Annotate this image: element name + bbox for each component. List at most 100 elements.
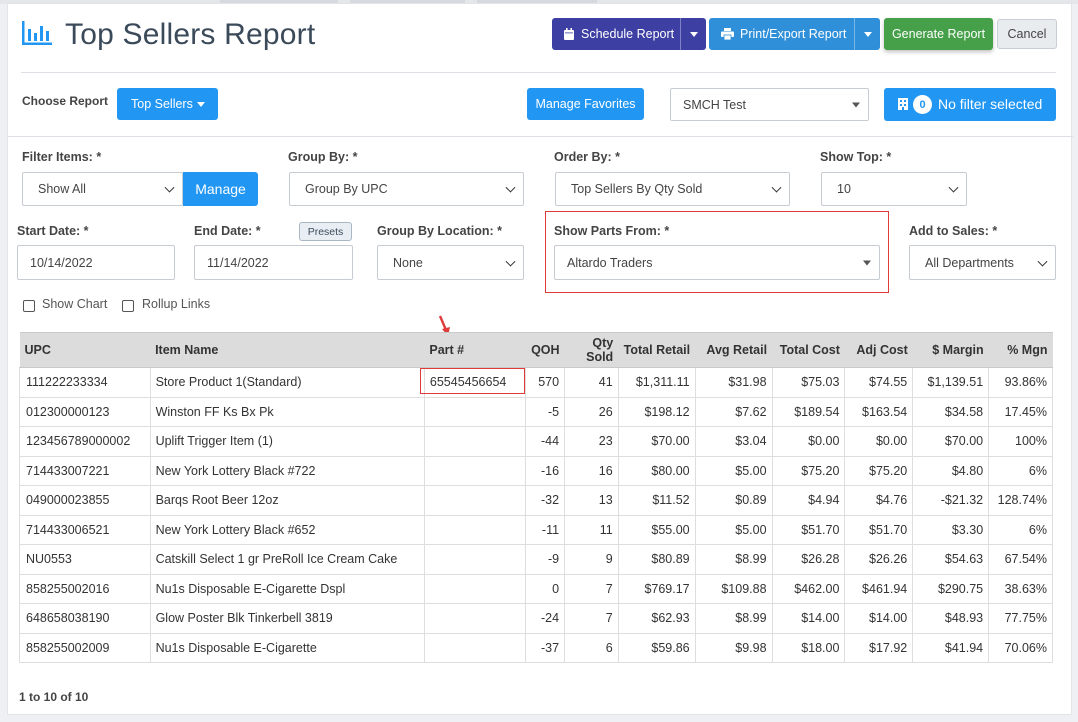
column-header[interactable]: Adj Cost [844,332,913,368]
table-cell: 6% [988,455,1053,486]
column-header[interactable]: Part # [424,332,526,368]
table-cell: $34.58 [912,396,990,427]
filter-status-label: No filter selected [938,96,1043,112]
filter-status-button[interactable]: 0 No filter selected [884,88,1056,121]
end-date-input[interactable]: 11/14/2022 [194,245,353,280]
tab-segment [350,0,465,4]
manage-favorites-button[interactable]: Manage Favorites [527,88,644,120]
generate-report-button[interactable]: Generate Report [884,18,993,50]
table-cell: -11 [525,514,566,545]
show-top-select[interactable]: 10 [821,172,967,206]
chevron-down-icon [505,256,516,267]
table-cell: $163.54 [844,396,914,427]
filter-items-label: Filter Items: * [22,150,102,164]
browser-tab-strip [0,0,1078,4]
top-sellers-dropdown[interactable]: Top Sellers [117,88,218,120]
table-cell [423,426,527,457]
table-cell: Uplift Trigger Item (1) [149,426,425,457]
divider [8,136,1073,137]
column-header[interactable]: QOH [525,332,565,368]
column-header[interactable]: Total Retail [618,332,696,368]
table-cell: $26.28 [771,544,846,575]
table-cell [423,485,527,516]
print-export-dropdown-toggle[interactable] [854,18,880,50]
choose-report-label: Choose Report [22,94,109,108]
table-cell: 128.74% [988,485,1053,516]
group-by-select[interactable]: Group By UPC [289,172,524,206]
store-select[interactable]: SMCH Test [670,88,869,121]
table-cell: $8.99 [694,544,773,575]
table-cell: 100% [988,426,1053,457]
table-cell: 26 [564,396,619,427]
show-top-value: 10 [837,182,851,196]
table-row[interactable]: 714433006521 New York Lottery Black #652 -… [19,514,1053,545]
table-row[interactable]: 858255002016 Nu1s Disposable E-Cigarette … [19,573,1053,604]
table-cell: 65545456654 [423,367,527,398]
divider [21,72,1056,73]
table-cell: $109.88 [694,573,773,604]
chevron-down-icon [505,182,516,193]
start-date-value: 10/14/2022 [30,255,93,270]
column-header[interactable]: Total Cost [772,332,845,368]
table-row[interactable]: 648658038190 Glow Poster Blk Tinkerbell 3… [19,603,1053,634]
store-select-value: SMCH Test [683,97,746,112]
filter-items-select[interactable]: Show All [22,172,183,206]
column-header[interactable]: UPC [19,332,151,368]
pagination-summary: 1 to 10 of 10 [19,690,89,704]
table-cell: New York Lottery Black #652 [149,514,425,545]
table-cell: $5.00 [694,514,773,545]
end-date-value: 11/14/2022 [207,255,269,270]
table-cell: 049000023855 [19,485,151,516]
manage-filter-button[interactable]: Manage [183,172,258,206]
table-cell: 23 [564,426,619,457]
column-header[interactable]: Qty Sold [564,332,619,368]
table-cell: $189.54 [771,396,846,427]
table-cell: -32 [525,485,566,516]
table-cell: $8.99 [694,603,773,634]
table-cell: 6% [988,514,1053,545]
column-header[interactable]: % Mgn [988,332,1053,368]
table-cell: 41 [564,367,619,398]
table-cell: Nu1s Disposable E-Cigarette [149,632,425,663]
schedule-report-button[interactable]: Schedule Report [552,18,706,50]
table-cell: $31.98 [694,367,773,398]
table-cell: $5.00 [694,455,773,486]
table-cell: 858255002009 [19,632,151,663]
table-row[interactable]: 714433007221 New York Lottery Black #722 -… [19,455,1053,486]
add-to-sales-select[interactable]: All Departments [909,245,1056,280]
table-cell: $290.75 [912,573,990,604]
rollup-links-checkbox[interactable] [122,300,134,312]
table-cell: $1,139.51 [912,367,990,398]
order-by-select[interactable]: Top Sellers By Qty Sold [555,172,790,206]
table-cell: $17.92 [844,632,914,663]
group-by-location-value: None [393,255,423,270]
table-cell: -$21.32 [912,485,990,516]
table-row[interactable]: NU0553 Catskill Select 1 gr PreRoll Ice C… [19,544,1053,575]
show-chart-checkbox[interactable] [23,300,35,312]
table-cell: 67.54% [988,544,1053,575]
table-cell: $62.93 [617,603,696,634]
column-header[interactable]: Item Name [150,332,425,368]
group-by-label: Group By: * [288,150,358,164]
column-header[interactable]: $ Margin [912,332,989,368]
show-parts-from-select[interactable]: Altardo Traders [554,245,880,280]
start-date-label: Start Date: * [17,224,89,238]
cancel-button[interactable]: Cancel [997,19,1057,49]
table-cell: 111222233334 [19,367,151,398]
presets-button[interactable]: Presets [299,222,352,241]
schedule-report-dropdown-toggle[interactable] [680,18,706,50]
add-to-sales-value: All Departments [925,255,1014,270]
column-header[interactable]: Avg Retail [695,332,773,368]
group-by-location-select[interactable]: None [377,245,524,280]
filter-items-value: Show All [38,182,86,196]
table-cell: 13 [564,485,619,516]
table-row[interactable]: 049000023855 Barqs Root Beer 12oz -32 13 $11… [19,485,1053,516]
table-row[interactable]: 123456789000002 Uplift Trigger Item (1) -4… [19,426,1053,457]
table-cell: $0.89 [694,485,773,516]
table-row[interactable]: 012300000123 Winston FF Ks Bx Pk -5 26 $198.… [19,396,1053,427]
table-row[interactable]: 858255002009 Nu1s Disposable E-Cigarette -… [19,632,1053,663]
start-date-input[interactable]: 10/14/2022 [17,245,175,280]
table-row[interactable]: 111222233334 Store Product 1(Standard) 655… [19,367,1053,398]
table-cell: 123456789000002 [19,426,151,457]
print-export-button[interactable]: Print/Export Report [709,18,880,50]
